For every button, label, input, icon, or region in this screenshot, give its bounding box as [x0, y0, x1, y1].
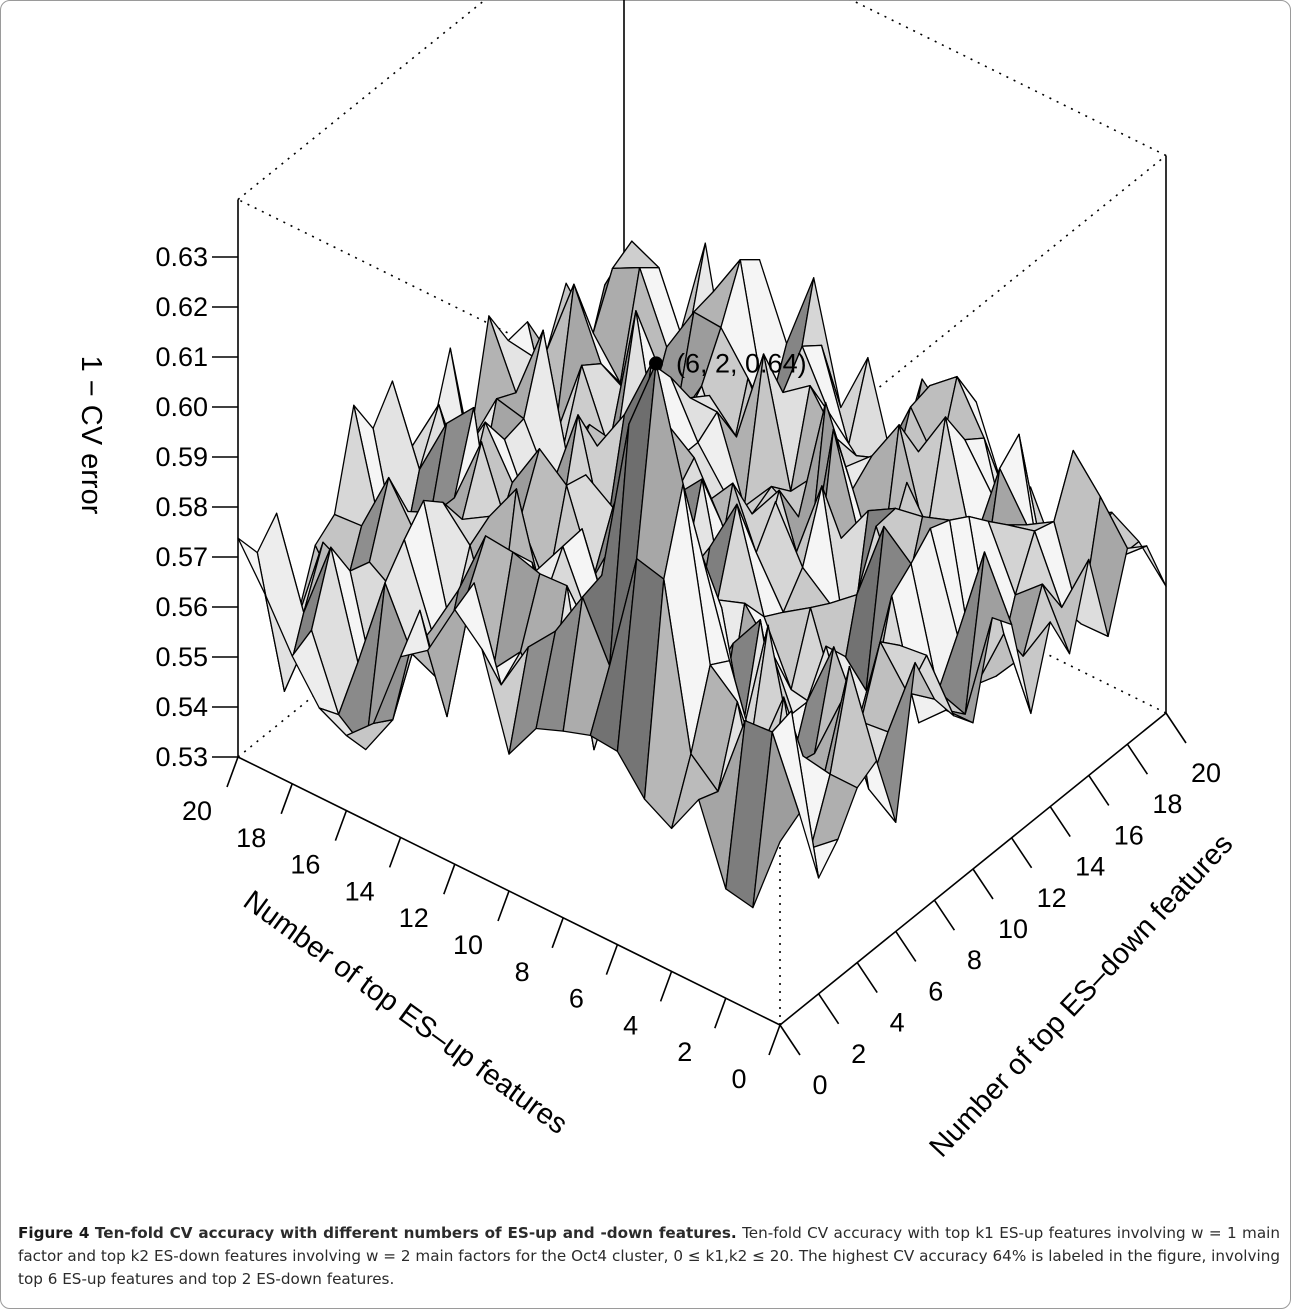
- y-tick-label: 10: [998, 914, 1028, 944]
- y-tick-label: 6: [928, 976, 943, 1006]
- box-edge: [849, 0, 1167, 157]
- x-tick: [605, 944, 619, 975]
- y-tick-label: 2: [851, 1039, 866, 1069]
- x-tick-label: 16: [290, 850, 320, 880]
- z-tick-label: 0.56: [155, 592, 208, 622]
- surface-mesh: [237, 240, 1167, 909]
- z-tick-label: 0.54: [155, 692, 208, 722]
- x-tick-label: 4: [623, 1010, 638, 1040]
- x-tick: [659, 971, 673, 1002]
- y-tick: [1126, 743, 1149, 775]
- peak-marker: [649, 356, 663, 371]
- y-tick-label: 12: [1037, 883, 1067, 913]
- x-tick: [768, 1024, 781, 1056]
- y-tick: [856, 962, 878, 994]
- z-tick-label: 0.53: [155, 742, 208, 772]
- y-tick: [1165, 712, 1187, 744]
- y-tick: [779, 1024, 801, 1056]
- x-tick-label: 20: [182, 796, 212, 826]
- y-tick: [817, 993, 840, 1025]
- surface-facet: [611, 240, 660, 270]
- y-tick-label: 16: [1114, 820, 1144, 850]
- x-tick-label: 12: [399, 903, 429, 933]
- x-tick: [334, 810, 348, 841]
- surface-facet: [752, 731, 800, 909]
- x-tick-label: 10: [453, 930, 483, 960]
- y-tick-label: 4: [890, 1008, 905, 1038]
- x-tick-label: 6: [569, 984, 584, 1014]
- x-tick: [226, 756, 239, 788]
- y-tick: [1088, 774, 1110, 806]
- surface-plot: 0.53 0.54 0.55 0.56 0.57 0.58 0.59 0.60 0.61 0.62…: [75, 0, 1239, 1164]
- x-tick: [443, 863, 456, 895]
- y-tick: [1010, 837, 1033, 869]
- z-tick-label: 0.62: [155, 292, 208, 322]
- y-tick: [1049, 806, 1071, 838]
- y-tick-label: 20: [1191, 758, 1221, 788]
- y-tick: [972, 868, 994, 900]
- y-tick-label: 8: [967, 945, 982, 975]
- x-tick-label: 8: [515, 957, 530, 987]
- z-axis-title: 1 − CV error: [75, 356, 107, 515]
- y-tick-label: 14: [1075, 852, 1105, 882]
- caption-title: Ten-fold CV accuracy with different numb…: [94, 1224, 731, 1242]
- y-tick: [895, 930, 917, 962]
- axes: 0.53 0.54 0.55 0.56 0.57 0.58 0.59 0.60 0.61 0.62…: [155, 242, 1221, 1100]
- z-tick-label: 0.57: [155, 542, 208, 572]
- caption-figure-label: Figure 4: [18, 1224, 90, 1242]
- x-tick: [497, 890, 510, 922]
- box-edge: [237, 0, 487, 201]
- x-tick-label: 2: [677, 1037, 692, 1067]
- y-tick-label: 0: [812, 1070, 827, 1100]
- x-tick: [280, 783, 293, 815]
- z-tick-label: 0.59: [155, 442, 208, 472]
- y-tick: [933, 899, 956, 931]
- x-tick-label: 14: [345, 876, 375, 906]
- z-tick-label: 0.61: [155, 342, 208, 372]
- z-tick-label: 0.63: [155, 242, 208, 272]
- x-tick: [551, 917, 564, 949]
- x-tick: [388, 837, 402, 868]
- z-tick-label: 0.60: [155, 392, 208, 422]
- y-tick-label: 18: [1152, 789, 1182, 819]
- z-tick-label: 0.58: [155, 492, 208, 522]
- box-edge: [779, 154, 1167, 469]
- caption-body: Ten-fold CV accuracy with top k1 ES-up f…: [18, 1224, 1281, 1288]
- x-tick: [714, 997, 727, 1029]
- x-tick-label: 18: [236, 823, 266, 853]
- peak-label: (6, 2, 0.64): [676, 348, 807, 378]
- figure-caption: Figure 4 Ten-fold CV accuracy with diffe…: [18, 1224, 1281, 1288]
- x-tick-label: 0: [731, 1064, 746, 1094]
- z-tick-label: 0.55: [155, 642, 208, 672]
